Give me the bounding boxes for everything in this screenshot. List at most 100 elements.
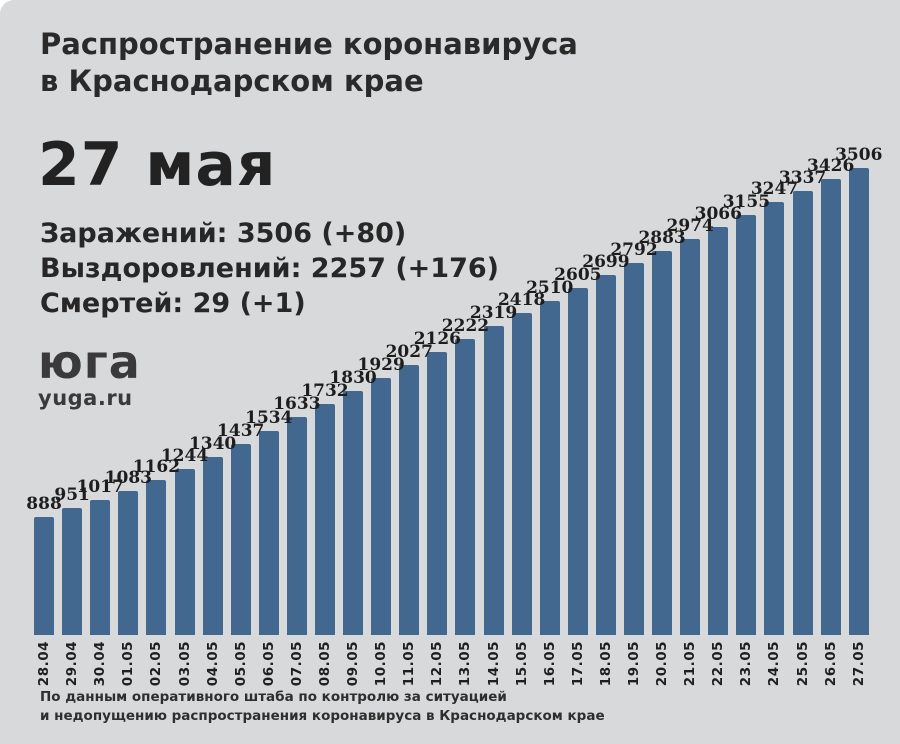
x-axis-date-label: 08.05 (316, 641, 333, 687)
bar-value-label: 3247 (750, 179, 799, 199)
source-note-line-1: По данным оперативного штаба по контролю… (40, 689, 507, 705)
bar-value-label: 1929 (357, 355, 405, 375)
x-axis-date-label: 06.05 (260, 641, 277, 687)
bar-column: 2974 21.05 (667, 166, 714, 686)
bar (764, 202, 785, 635)
bar (652, 251, 673, 635)
x-axis-date-label: 30.04 (92, 641, 109, 687)
bar-value-label: 3066 (694, 204, 742, 224)
x-axis-date-label: 12.05 (429, 641, 446, 687)
page-title: Распространение коронавируса в Краснодар… (40, 26, 578, 100)
x-axis-date-label: 03.05 (176, 641, 193, 687)
bar-column: 2126 12.05 (414, 166, 461, 686)
x-axis-date-label: 27.05 (850, 641, 867, 687)
title-line-1: Распространение коронавируса (40, 27, 578, 61)
source-note: По данным оперативного штаба по контролю… (40, 688, 605, 726)
stat-deaths-label: Смертей: (40, 288, 184, 319)
bar-column: 2510 16.05 (526, 166, 573, 686)
bar-column: 888 28.04 (26, 166, 62, 686)
bar (258, 431, 279, 635)
bar-column: 3066 22.05 (695, 166, 742, 686)
bar-value-label: 1534 (245, 408, 293, 428)
x-axis-date-label: 07.05 (288, 641, 305, 687)
bar (90, 500, 111, 635)
bar (146, 480, 167, 635)
bar-value-label: 1083 (104, 468, 152, 488)
stat-infections: Заражений: 3506 (+80) (40, 216, 499, 251)
bar (680, 239, 701, 635)
bar-column: 2792 19.05 (610, 166, 657, 686)
bar-column: 2883 20.05 (638, 166, 685, 686)
bar (314, 404, 335, 635)
x-axis-date-label: 17.05 (569, 641, 586, 687)
bar-value-label: 951 (54, 485, 90, 505)
bar (343, 391, 364, 635)
yuga-logo-glyph-icon: юга (38, 335, 141, 389)
bar-value-label: 1162 (132, 457, 181, 477)
stat-recoveries: Выздоровлений: 2257 (+176) (40, 251, 499, 286)
yuga-logo: юга yuga.ru (38, 335, 141, 410)
bar (792, 191, 813, 635)
bar-column: 1083 01.05 (105, 166, 152, 686)
bar-column: 1732 08.05 (301, 166, 348, 686)
stat-deaths-value: 29 (+1) (192, 288, 306, 319)
x-axis-date-label: 18.05 (597, 641, 614, 687)
bar-value-label: 1633 (273, 394, 321, 414)
bar-value-label: 2974 (666, 216, 714, 236)
bar-column: 2027 11.05 (386, 166, 433, 686)
bar (848, 168, 869, 635)
x-axis-date-label: 21.05 (682, 641, 699, 687)
bar (624, 263, 645, 635)
bar-column: 2605 17.05 (554, 166, 601, 686)
bar-column: 1437 05.05 (217, 166, 264, 686)
bar-chart: 888 28.04 951 29.04 1017 30.04 1083 01.05 1162 02… (26, 145, 882, 686)
x-axis-date-label: 04.05 (204, 641, 221, 687)
bar (820, 179, 841, 635)
bar-column: 1244 03.05 (161, 166, 208, 686)
stat-recoveries-value: 2257 (+176) (310, 253, 500, 284)
bar-column: 1162 02.05 (133, 166, 180, 686)
bar (399, 365, 420, 635)
bar (118, 491, 139, 635)
x-axis-date-label: 02.05 (148, 641, 165, 687)
bar-value-label: 1017 (76, 477, 124, 497)
bar-value-label: 1437 (217, 421, 265, 441)
x-axis-date-label: 09.05 (345, 641, 362, 687)
yuga-logo-domain: yuga.ru (38, 386, 133, 410)
bar-value-label: 2510 (526, 278, 574, 298)
bar (427, 352, 448, 635)
bar-column: 1929 10.05 (358, 166, 405, 686)
bar (595, 275, 616, 635)
bar (539, 301, 560, 635)
bar (286, 417, 307, 635)
bar-value-label: 1732 (301, 381, 349, 401)
x-axis-date-label: 29.04 (64, 641, 81, 687)
bar-column: 2699 18.05 (582, 166, 629, 686)
bar-column: 1830 09.05 (329, 166, 376, 686)
bar-value-label: 2883 (638, 228, 686, 248)
bar-value-label: 3426 (807, 156, 855, 176)
bar-value-label: 2418 (497, 290, 546, 310)
stat-recoveries-label: Выздоровлений: (40, 253, 302, 284)
bar-column: 2319 14.05 (470, 166, 517, 686)
bar-column: 3155 23.05 (723, 166, 770, 686)
x-axis-date-label: 28.04 (36, 641, 53, 687)
bar-value-label: 1340 (188, 434, 237, 454)
x-axis-date-label: 10.05 (373, 641, 390, 687)
x-axis-date-label: 13.05 (457, 641, 474, 687)
bar (230, 444, 251, 635)
stats-block: Заражений: 3506 (+80) Выздоровлений: 225… (40, 216, 499, 321)
bar-column: 2222 13.05 (442, 166, 489, 686)
bar (371, 378, 392, 635)
bar-value-label: 2605 (554, 265, 602, 285)
bar (736, 215, 757, 635)
source-note-line-2: и недопущению распространения коронавиру… (40, 708, 605, 724)
bar-value-label: 2222 (441, 316, 490, 336)
x-axis-date-label: 14.05 (485, 641, 502, 687)
bar (202, 457, 223, 635)
bar-column: 3247 24.05 (751, 166, 798, 686)
bar (455, 339, 476, 635)
stat-deaths: Смертей: 29 (+1) (40, 286, 499, 321)
bar-column: 951 29.04 (54, 166, 90, 686)
